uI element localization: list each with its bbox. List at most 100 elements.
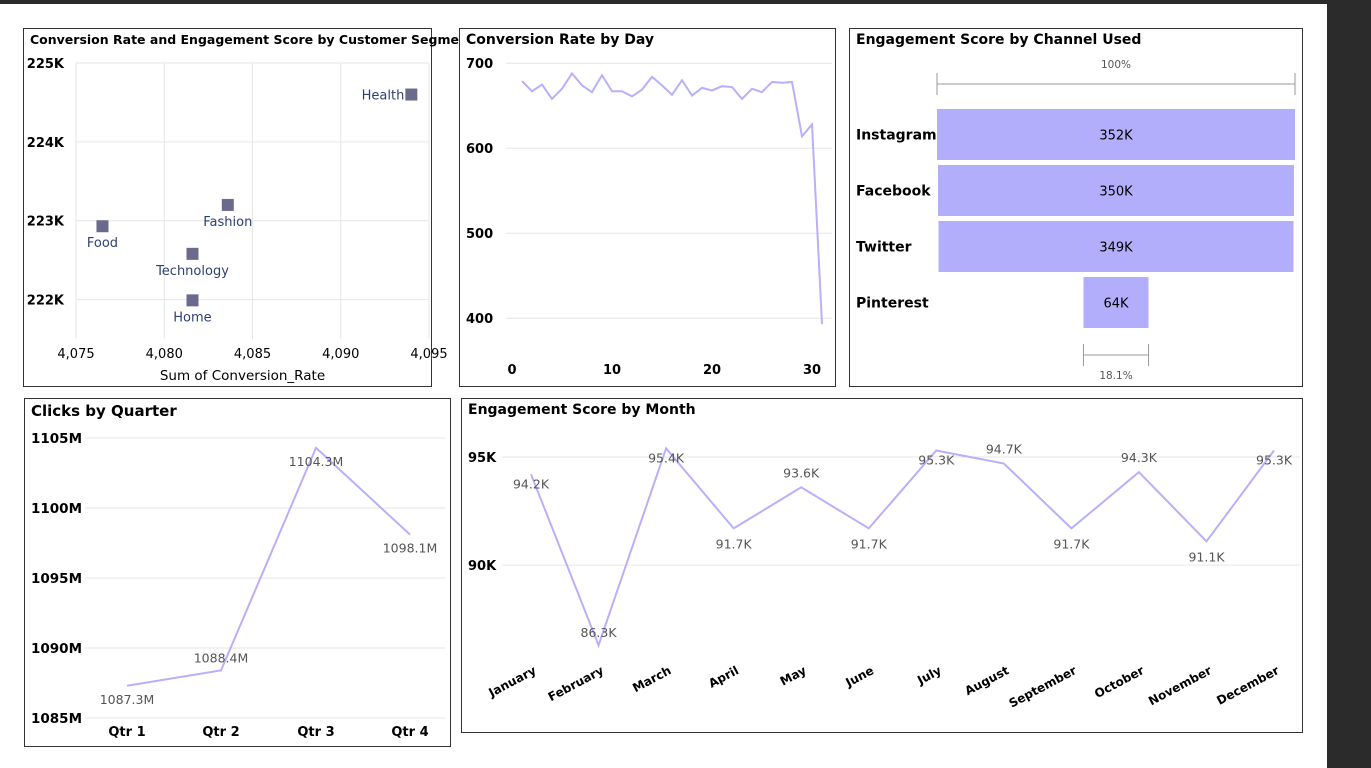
scatter-title: Conversion Rate and Engagement Score by …: [30, 32, 474, 47]
channel-panel[interactable]: Engagement Score by Channel Used 100% Ins…: [849, 28, 1303, 387]
data-label: 91.7K: [851, 536, 888, 551]
x-tick-label: 20: [703, 363, 721, 378]
x-tick-label: February: [546, 663, 606, 704]
y-tick-label: 225K: [27, 57, 65, 72]
y-tick-label: 1105M: [31, 431, 82, 447]
x-tick-label: April: [706, 663, 741, 690]
scatter-point: [186, 247, 199, 260]
y-tick-label: 1095M: [31, 571, 82, 587]
funnel-bar: [1083, 277, 1149, 328]
data-label: 1088.4M: [194, 650, 249, 665]
x-tick-label: 0: [507, 363, 516, 378]
point-label: Home: [173, 310, 211, 325]
category-label: Twitter: [856, 240, 912, 256]
x-tick-label: 4,085: [234, 347, 271, 362]
y-tick-label: 222K: [27, 294, 65, 309]
x-tick-label: July: [914, 663, 944, 688]
daily-panel[interactable]: Conversion Rate by Day 700 600 500 400 0 10 20…: [459, 28, 836, 387]
y-tick-label: 600: [466, 142, 493, 157]
funnel-bar: [938, 165, 1294, 216]
scatter-point: [186, 294, 199, 307]
category-label: Facebook: [856, 184, 931, 200]
y-tick-label: 224K: [27, 136, 65, 151]
quarter-chart: 1105M 1100M 1095M 1090M 1085M Qtr 1 Qtr 2 Qtr 3…: [31, 431, 445, 740]
data-label: 94.3K: [1121, 450, 1158, 465]
point-label: Fashion: [203, 215, 252, 230]
data-label: 91.1K: [1188, 549, 1225, 564]
data-label: 95.3K: [1256, 453, 1293, 468]
x-tick-label: 4,075: [57, 347, 94, 362]
y-tick-label: 1100M: [31, 501, 82, 517]
funnel-bar: [938, 221, 1294, 272]
channel-title: Engagement Score by Channel Used: [856, 32, 1142, 48]
x-axis-title: Sum of Conversion_Rate: [160, 368, 325, 384]
month-panel[interactable]: Engagement Score by Month 95K 90K January F…: [461, 398, 1303, 733]
x-tick-label: Qtr 1: [108, 725, 145, 740]
scatter-panel[interactable]: Conversion Rate and Engagement Score by …: [23, 28, 474, 387]
point-label: Health: [362, 89, 405, 104]
data-label: 91.7K: [1053, 536, 1090, 551]
point-label: Food: [87, 236, 118, 251]
y-tick-label: 90K: [468, 559, 497, 574]
scatter-chart: 4,075 4,080 4,085 4,090 4,095 225K 224K 223K 222…: [27, 57, 448, 384]
bar-value-label: 64K: [1103, 297, 1129, 312]
window-right-bar: [1327, 0, 1371, 768]
x-tick-label: August: [962, 663, 1011, 698]
data-label: 95.3K: [918, 453, 955, 468]
data-label: 95.4K: [648, 450, 685, 465]
bar-value-label: 352K: [1099, 129, 1133, 144]
data-label: 1087.3M: [100, 692, 155, 707]
funnel-bar: [937, 109, 1295, 160]
x-tick-label: December: [1214, 663, 1281, 708]
x-tick-label: May: [778, 663, 809, 688]
x-tick-label: 4,095: [410, 347, 447, 362]
top-percent-label: 100%: [1101, 59, 1131, 71]
x-tick-label: 4,080: [146, 347, 183, 362]
y-tick-label: 1090M: [31, 641, 82, 657]
x-tick-label: Qtr 4: [391, 725, 428, 740]
x-tick-label: Qtr 3: [297, 725, 334, 740]
scatter-point: [405, 88, 418, 101]
y-tick-label: 95K: [468, 451, 497, 466]
scatter-point: [221, 198, 234, 211]
x-tick-label: March: [630, 663, 673, 695]
data-label: 94.7K: [986, 441, 1023, 456]
data-label: 86.3K: [581, 625, 618, 640]
x-tick-label: November: [1146, 663, 1214, 708]
point-label: Technology: [155, 264, 229, 279]
quarter-series-line: [126, 446, 411, 687]
data-label: 1098.1M: [383, 541, 438, 556]
quarter-title: Clicks by Quarter: [31, 402, 177, 420]
daily-series-line: [521, 71, 823, 325]
data-label: 1104.3M: [289, 454, 344, 469]
x-tick-label: Qtr 2: [202, 725, 239, 740]
y-tick-label: 400: [466, 312, 493, 327]
bar-value-label: 350K: [1099, 185, 1133, 200]
daily-title: Conversion Rate by Day: [466, 32, 655, 48]
x-tick-label: January: [485, 663, 538, 700]
x-tick-label: 30: [803, 363, 821, 378]
y-tick-label: 223K: [27, 215, 65, 230]
quarter-panel[interactable]: Clicks by Quarter 1105M 1100M 1095M 1090M 10…: [24, 398, 451, 747]
category-label: Instagram: [856, 128, 937, 144]
x-tick-label: 10: [603, 363, 621, 378]
month-title: Engagement Score by Month: [468, 402, 696, 418]
y-tick-label: 500: [466, 227, 493, 242]
x-tick-label: October: [1092, 663, 1146, 701]
bottom-percent-label: 18.1%: [1099, 370, 1132, 382]
x-tick-label: June: [842, 663, 876, 690]
data-label: 93.6K: [783, 465, 820, 480]
window-top-bar: [0, 0, 1371, 4]
x-tick-label: September: [1007, 663, 1079, 710]
month-series-line: [530, 446, 1275, 649]
x-tick-label: 4,090: [322, 347, 359, 362]
category-label: Pinterest: [856, 296, 929, 312]
bar-value-label: 349K: [1099, 241, 1133, 256]
daily-chart: 700 600 500 400 0 10 20 30: [466, 57, 832, 378]
data-label: 94.2K: [513, 476, 550, 491]
scatter-point: [96, 220, 109, 233]
y-tick-label: 1085M: [31, 711, 82, 727]
data-label: 91.7K: [716, 536, 753, 551]
channel-chart: 100% Instagram 352K Facebook 350K Twitter 349K…: [856, 59, 1296, 382]
month-chart: 95K 90K January February March April May June Ju…: [468, 441, 1300, 711]
